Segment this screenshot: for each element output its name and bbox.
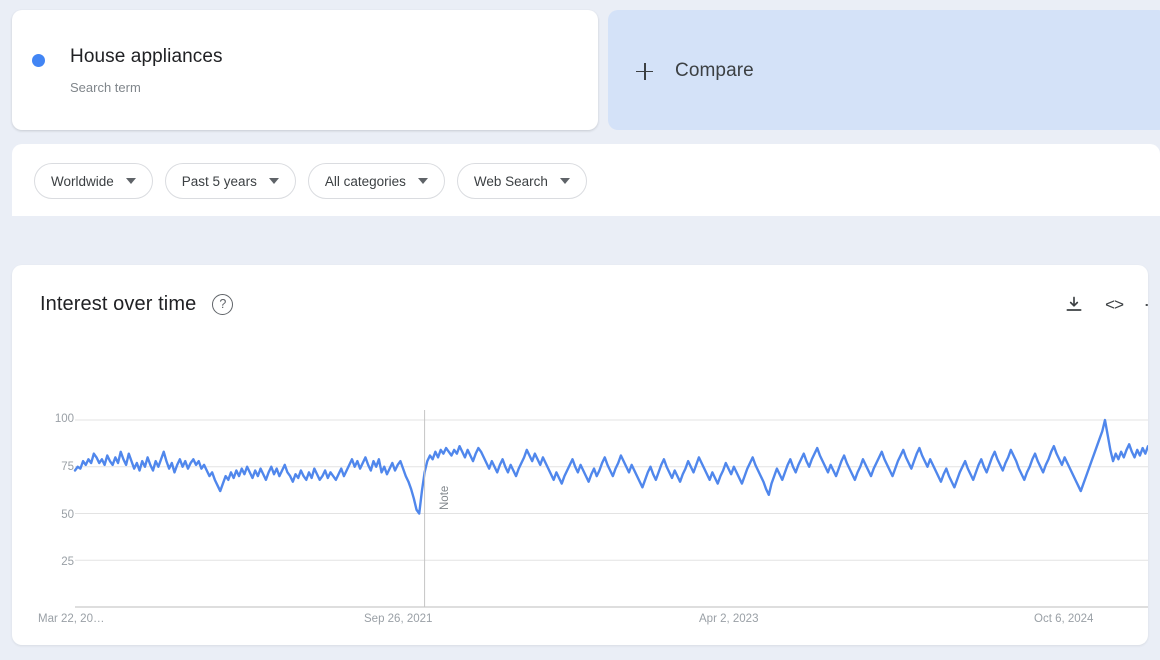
help-icon[interactable]: ? [212, 294, 234, 315]
chart-svg [73, 410, 1148, 608]
y-axis-tick: 75 [61, 461, 74, 473]
y-axis-tick: 50 [61, 509, 74, 521]
embed-icon[interactable]: <> [1105, 295, 1124, 314]
x-axis-tick: Mar 22, 20… [38, 613, 105, 625]
chevron-down-icon [268, 178, 279, 184]
chevron-down-icon [559, 178, 570, 184]
search-term-card[interactable]: House appliances Search term [12, 10, 598, 130]
filter-chips: Worldwide Past 5 years All categories We… [34, 163, 587, 199]
filter-location-label: Worldwide [51, 173, 114, 189]
chevron-down-icon [125, 178, 136, 184]
compare-card[interactable]: Compare [608, 10, 1160, 130]
share-icon[interactable] [1144, 295, 1148, 315]
filter-search-type-label: Web Search [473, 173, 548, 189]
compare-label: Compare [675, 60, 754, 81]
chart-header: Interest over time ? [40, 293, 234, 316]
chart-actions: <> [1064, 295, 1148, 315]
filter-time-range-label: Past 5 years [181, 173, 257, 189]
search-term-title: House appliances [70, 46, 223, 67]
filter-search-type[interactable]: Web Search [456, 163, 587, 199]
x-axis-tick: Apr 2, 2023 [699, 613, 759, 625]
page-title: Interest over time [40, 293, 197, 315]
chart-series [73, 418, 1148, 515]
filter-category-label: All categories [324, 173, 406, 189]
search-term-subtitle: Search term [70, 80, 141, 95]
download-icon[interactable] [1064, 295, 1084, 315]
y-axis-tick: 100 [54, 413, 74, 425]
chart-plot-area: 100 75 50 25 Mar 22, 20… Sep 26, 2021 Ap… [12, 265, 1148, 645]
filter-location[interactable]: Worldwide [34, 163, 153, 199]
filter-time-range[interactable]: Past 5 years [164, 163, 296, 199]
filter-bar: Worldwide Past 5 years All categories We… [12, 144, 1160, 216]
x-axis-tick: Sep 26, 2021 [364, 613, 433, 625]
series-color-dot [32, 54, 45, 67]
chevron-down-icon [417, 178, 428, 184]
y-axis-tick: 25 [61, 556, 74, 568]
filter-category[interactable]: All categories [307, 163, 445, 199]
compare-inner: Compare [636, 60, 754, 82]
search-terms-row: House appliances Search term Compare [0, 0, 1160, 140]
chart-gridlines [75, 419, 1148, 608]
interest-over-time-card: Interest over time ? <> 100 75 50 25 Mar [12, 265, 1148, 645]
x-axis-tick: Oct 6, 2024 [1034, 613, 1094, 625]
plus-icon [636, 62, 653, 80]
